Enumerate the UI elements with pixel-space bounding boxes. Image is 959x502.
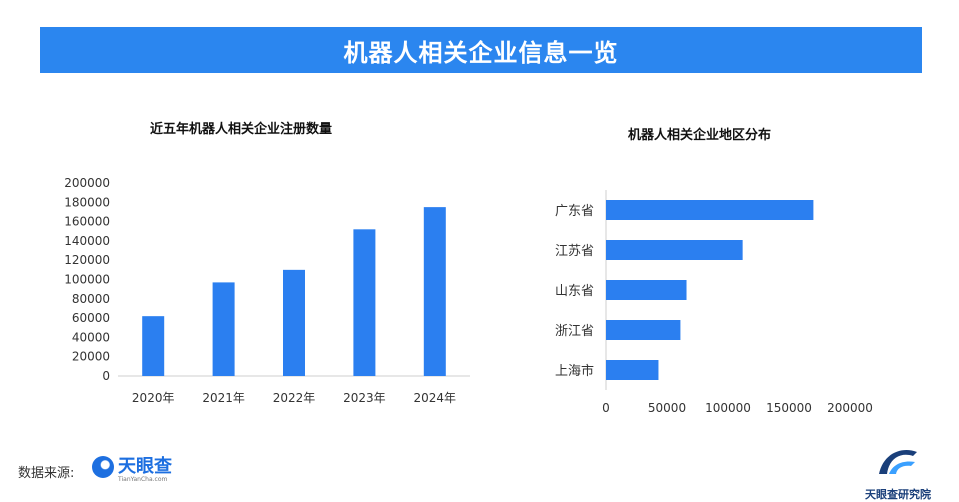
x-tick-label: 2020年 <box>132 391 175 405</box>
y-tick-label: 40000 <box>72 330 110 344</box>
x-tick-label: 50000 <box>648 401 686 415</box>
data-source-label: 数据来源: <box>18 466 75 481</box>
y-tick-label: 100000 <box>64 273 110 287</box>
registrations-chart-title: 近五年机器人相关企业注册数量 <box>150 122 333 137</box>
y-tick-label: 180000 <box>64 195 110 209</box>
institute-name: 天眼查研究院 <box>865 488 931 501</box>
header-banner: 机器人相关企业信息一览 <box>40 27 922 73</box>
y-tick-label: 120000 <box>64 253 110 267</box>
y-tick-label: 0 <box>102 369 110 383</box>
y-category-label: 广东省 <box>555 204 594 219</box>
y-tick-label: 20000 <box>72 350 110 364</box>
page-title: 机器人相关企业信息一览 <box>343 38 619 67</box>
y-tick-label: 60000 <box>72 311 110 325</box>
eye-logo-icon <box>92 456 114 478</box>
y-tick-label: 160000 <box>64 215 110 229</box>
y-tick-label: 200000 <box>64 176 110 190</box>
bar <box>212 282 235 376</box>
y-category-label: 山东省 <box>555 284 594 299</box>
bar <box>606 200 814 220</box>
tianyancha-logo: 天眼查 TianYanCha.com <box>92 456 172 483</box>
x-tick-label: 100000 <box>705 401 751 415</box>
bar <box>283 269 305 376</box>
institute-logo-icon <box>879 450 917 474</box>
bar <box>353 229 376 376</box>
region-chart-title: 机器人相关企业地区分布 <box>628 128 772 143</box>
y-category-label: 江苏省 <box>555 243 594 259</box>
bar <box>423 207 446 376</box>
x-tick-label: 150000 <box>766 401 812 415</box>
bar <box>142 316 165 376</box>
y-category-label: 上海市 <box>555 363 594 379</box>
x-tick-label: 200000 <box>827 401 873 415</box>
x-tick-label: 0 <box>602 401 610 415</box>
y-category-label: 浙江省 <box>555 324 594 339</box>
x-tick-label: 2022年 <box>273 391 316 405</box>
y-tick-label: 140000 <box>64 234 110 248</box>
bar <box>606 280 687 300</box>
institute-badge: 天眼查研究院 <box>858 440 938 502</box>
bar <box>606 360 659 380</box>
x-tick-label: 2024年 <box>414 391 457 405</box>
bar <box>606 240 743 260</box>
x-tick-label: 2023年 <box>343 391 386 405</box>
x-tick-label: 2021年 <box>202 391 245 405</box>
logo-url: TianYanCha.com <box>118 476 168 483</box>
bar <box>606 320 681 340</box>
y-tick-label: 80000 <box>72 292 110 306</box>
logo-name: 天眼查 <box>118 456 172 477</box>
